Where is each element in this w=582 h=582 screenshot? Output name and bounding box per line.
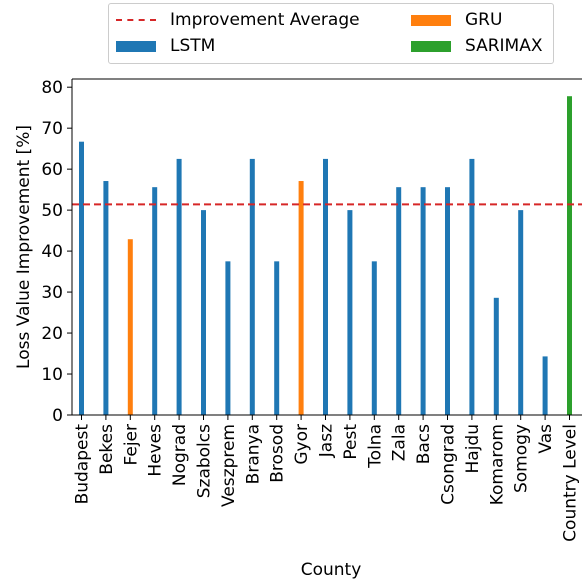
bar-lstm-veszprem bbox=[225, 261, 231, 415]
y-ticks-group: 0 10 20 30 40 50 60 70 80 bbox=[41, 78, 72, 426]
x-tick-label: Brosod bbox=[268, 424, 288, 483]
axes-group bbox=[71, 78, 582, 416]
x-tick-label: Budapest bbox=[73, 424, 93, 505]
bar-lstm-zala bbox=[396, 187, 402, 415]
x-tick-label: Heves bbox=[146, 424, 166, 477]
x-tick-label: Bekes bbox=[97, 424, 117, 475]
x-tick-label: Nograd bbox=[170, 424, 190, 486]
y-tick-label: 30 bbox=[41, 283, 63, 303]
legend: Improvement Average GRU LSTM SARIMAX bbox=[108, 3, 554, 64]
x-tick-label: Vas bbox=[536, 424, 556, 454]
bar-lstm-bekes bbox=[103, 181, 109, 415]
x-tick-label: Bacs bbox=[414, 424, 434, 464]
y-tick-label: 20 bbox=[41, 324, 63, 344]
bar-lstm-komarom bbox=[493, 297, 499, 415]
x-tick-label: Somogy bbox=[512, 424, 532, 493]
x-tick-label: Pest bbox=[341, 424, 361, 460]
x-tick-label: Country Level bbox=[561, 424, 581, 542]
bar-lstm-csongrad bbox=[445, 187, 450, 415]
x-tick-label: Csongrad bbox=[439, 424, 459, 505]
legend-item-improvement-average: Improvement Average bbox=[116, 9, 360, 31]
y-tick-label: 50 bbox=[41, 201, 63, 221]
y-tick-label: 60 bbox=[41, 160, 63, 180]
y-tick-label: 70 bbox=[41, 119, 63, 139]
x-tick-label: Komarom bbox=[487, 424, 507, 505]
bar-lstm-pest bbox=[347, 210, 353, 415]
legend-label: GRU bbox=[465, 10, 503, 30]
y-axis-label: Loss Value Improvement [%] bbox=[14, 125, 34, 369]
bar-lstm-szabolcs bbox=[201, 210, 206, 415]
legend-label: LSTM bbox=[170, 36, 216, 56]
y-tick-label: 10 bbox=[41, 365, 63, 385]
y-tick-label: 0 bbox=[52, 406, 63, 426]
x-tick-label: Gyor bbox=[292, 424, 312, 465]
x-tick-label: Branya bbox=[243, 424, 263, 484]
x-ticks-group: Budapest Bekes Fejer Heves Nograd Szabolcs Ves… bbox=[73, 415, 581, 542]
legend-label: SARIMAX bbox=[465, 36, 543, 56]
legend-swatch-gru bbox=[411, 14, 451, 26]
bar-lstm-jasz bbox=[323, 158, 328, 415]
bar-lstm-branya bbox=[249, 158, 255, 415]
x-tick-label: Tolna bbox=[365, 424, 385, 469]
legend-swatch-lstm bbox=[116, 40, 156, 52]
bar-lstm-hajdu bbox=[469, 158, 475, 415]
bar-lstm-nograd bbox=[176, 158, 182, 415]
legend-label: Improvement Average bbox=[170, 10, 360, 30]
bar-lstm-somogy bbox=[518, 210, 524, 415]
y-tick-label: 40 bbox=[41, 242, 63, 262]
legend-item-gru: GRU bbox=[411, 9, 502, 31]
x-tick-label: Zala bbox=[390, 424, 410, 461]
bar-lstm-budapest bbox=[79, 141, 84, 415]
bar-sarimax-country-level bbox=[567, 96, 572, 416]
bar-lstm-tolna bbox=[371, 261, 377, 415]
bar-gru-fejer bbox=[127, 239, 133, 415]
y-tick-label: 80 bbox=[41, 78, 63, 98]
x-tick-label: Fejer bbox=[121, 424, 141, 465]
legend-item-sarimax: SARIMAX bbox=[411, 35, 543, 57]
x-tick-label: Hajdu bbox=[463, 424, 483, 474]
bar-lstm-brosod bbox=[274, 261, 280, 415]
bar-gru-gyor bbox=[298, 181, 304, 415]
x-axis-label: County bbox=[301, 560, 362, 580]
bar-lstm-heves bbox=[152, 187, 158, 415]
x-tick-label: Veszprem bbox=[219, 424, 239, 507]
x-tick-label: Szabolcs bbox=[195, 424, 215, 498]
legend-swatch-dashed-line bbox=[116, 19, 156, 21]
x-tick-label: Jasz bbox=[317, 424, 337, 458]
legend-swatch-sarimax bbox=[411, 40, 451, 52]
legend-item-lstm: LSTM bbox=[116, 35, 215, 57]
bar-lstm-bacs bbox=[420, 187, 426, 415]
bar-lstm-vas bbox=[542, 356, 548, 415]
bars-group bbox=[79, 96, 572, 416]
